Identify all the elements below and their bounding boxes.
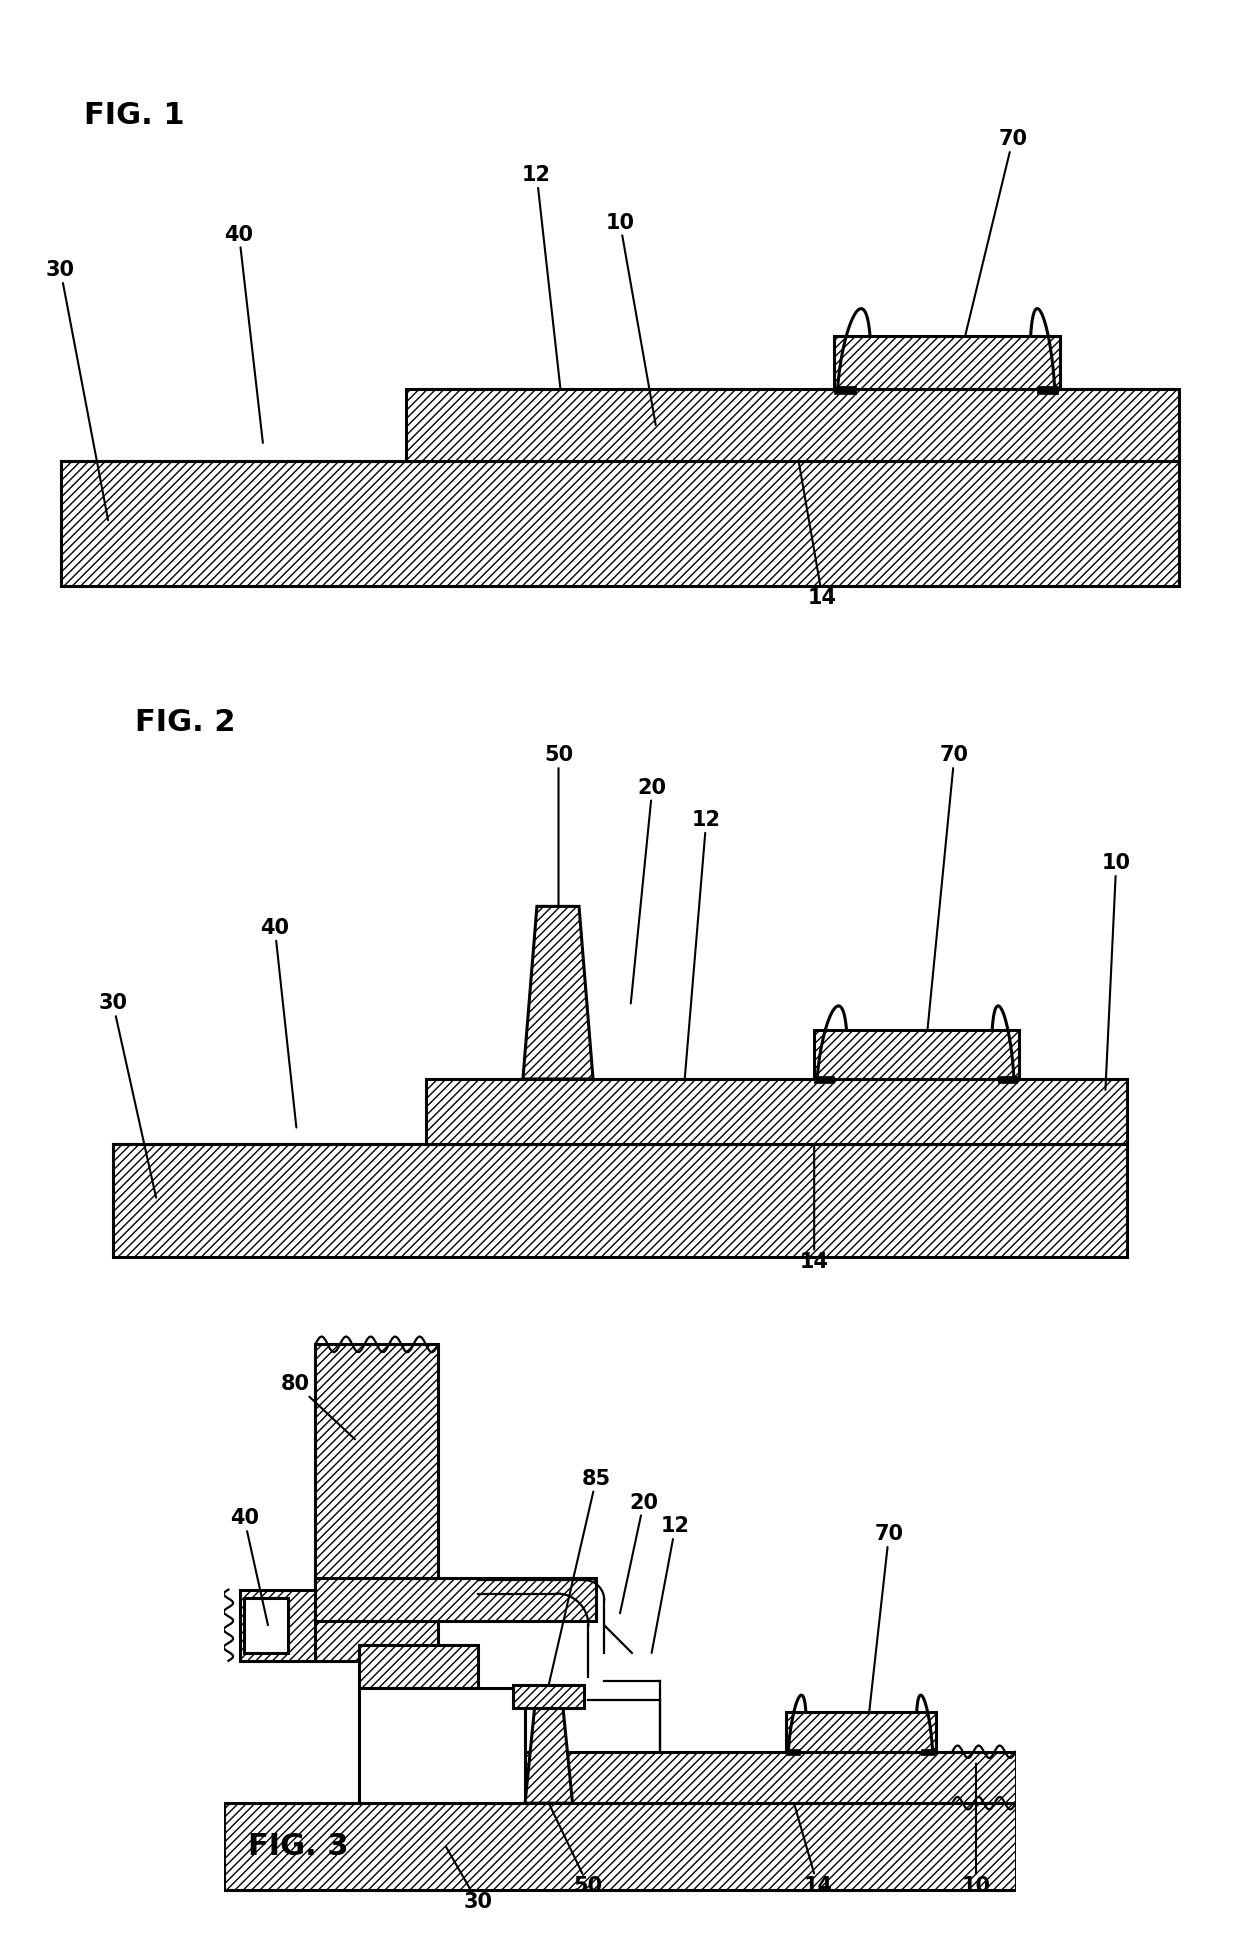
Text: 40: 40: [224, 225, 263, 443]
Text: 70: 70: [965, 129, 1027, 336]
Bar: [241, 1590, 315, 1660]
Bar: [997, 1076, 1017, 1084]
Bar: [513, 1685, 584, 1709]
Polygon shape: [523, 906, 593, 1078]
Text: FIG. 3: FIG. 3: [248, 1832, 348, 1861]
Bar: [815, 1076, 833, 1084]
Text: 70: 70: [869, 1523, 904, 1713]
Bar: [786, 1750, 800, 1756]
Text: 50: 50: [549, 1803, 603, 1896]
Bar: [1037, 385, 1058, 395]
Bar: [425, 1078, 1127, 1144]
Bar: [358, 1644, 477, 1689]
Bar: [224, 1803, 1016, 1891]
Text: 20: 20: [631, 777, 667, 1004]
Text: 30: 30: [46, 260, 108, 519]
Text: 70: 70: [928, 746, 968, 1031]
Text: 30: 30: [446, 1848, 492, 1912]
Text: FIG. 1: FIG. 1: [84, 102, 185, 131]
Bar: [920, 1750, 935, 1756]
Bar: [405, 389, 1179, 461]
Bar: [525, 1752, 1016, 1803]
Text: 40: 40: [260, 918, 296, 1127]
Text: 12: 12: [684, 810, 720, 1078]
Text: 85: 85: [549, 1469, 611, 1685]
Bar: [786, 1713, 936, 1752]
Bar: [61, 461, 1179, 586]
Text: 40: 40: [229, 1508, 268, 1625]
Bar: [815, 1031, 1019, 1078]
Text: 14: 14: [799, 461, 837, 607]
Bar: [113, 1144, 1127, 1258]
Text: 10: 10: [605, 213, 656, 426]
Bar: [835, 385, 856, 395]
Text: 14: 14: [800, 1144, 828, 1271]
Text: FIG. 2: FIG. 2: [135, 709, 236, 738]
Text: 10: 10: [961, 1764, 991, 1896]
Bar: [244, 1598, 288, 1652]
Text: 10: 10: [1101, 853, 1131, 1090]
Text: 80: 80: [281, 1373, 355, 1439]
Text: 30: 30: [98, 994, 156, 1197]
Text: 50: 50: [544, 746, 573, 906]
Bar: [315, 1578, 596, 1621]
Text: 12: 12: [522, 164, 560, 389]
Text: 12: 12: [652, 1516, 689, 1652]
Bar: [835, 336, 1060, 389]
Polygon shape: [525, 1709, 573, 1803]
Bar: [358, 1689, 525, 1803]
Text: 14: 14: [794, 1803, 832, 1896]
Text: 20: 20: [620, 1492, 658, 1613]
Bar: [315, 1344, 438, 1660]
